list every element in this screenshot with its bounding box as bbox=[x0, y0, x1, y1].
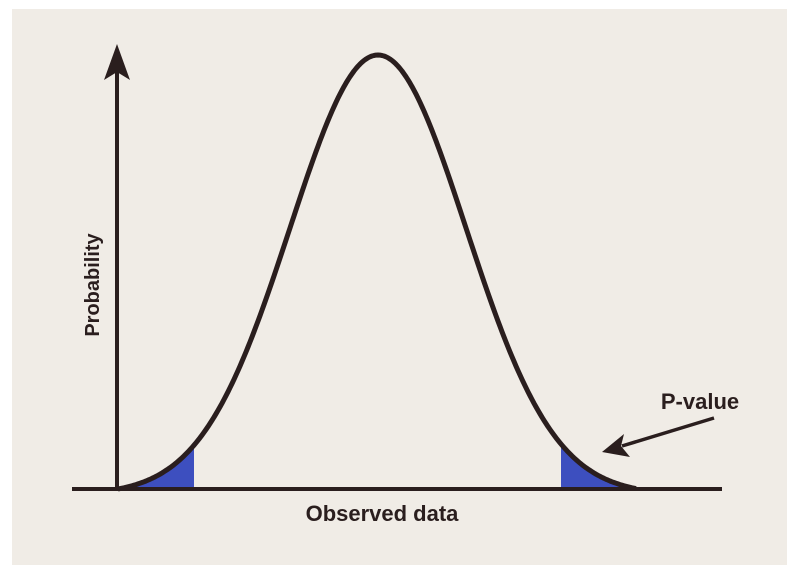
x-axis-label: Observed data bbox=[306, 501, 460, 526]
p-value-label: P-value bbox=[661, 389, 739, 414]
bell-curve bbox=[117, 52, 637, 492]
right-tail-region bbox=[561, 380, 636, 489]
diagram-background bbox=[12, 9, 787, 565]
p-value-arrow-line bbox=[621, 416, 715, 448]
left-tail-region bbox=[118, 380, 194, 489]
p-value-arrowhead bbox=[602, 434, 630, 457]
y-axis-arrowhead bbox=[104, 44, 130, 80]
y-axis-label: Probability bbox=[82, 232, 104, 336]
